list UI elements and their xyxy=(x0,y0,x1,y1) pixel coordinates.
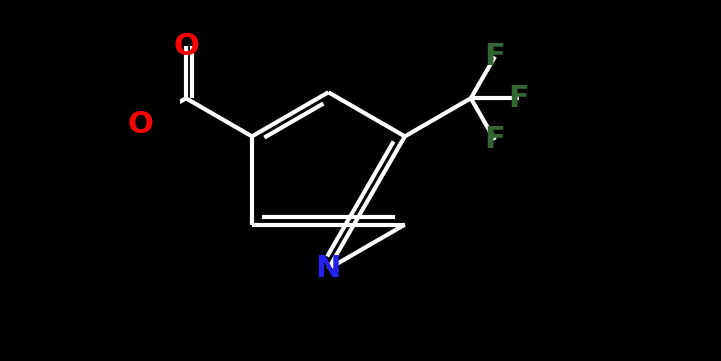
Text: F: F xyxy=(485,42,505,71)
Text: F: F xyxy=(485,126,505,155)
Text: N: N xyxy=(316,254,341,283)
Text: O: O xyxy=(128,110,154,139)
Text: O: O xyxy=(173,32,199,61)
Text: F: F xyxy=(508,84,529,113)
